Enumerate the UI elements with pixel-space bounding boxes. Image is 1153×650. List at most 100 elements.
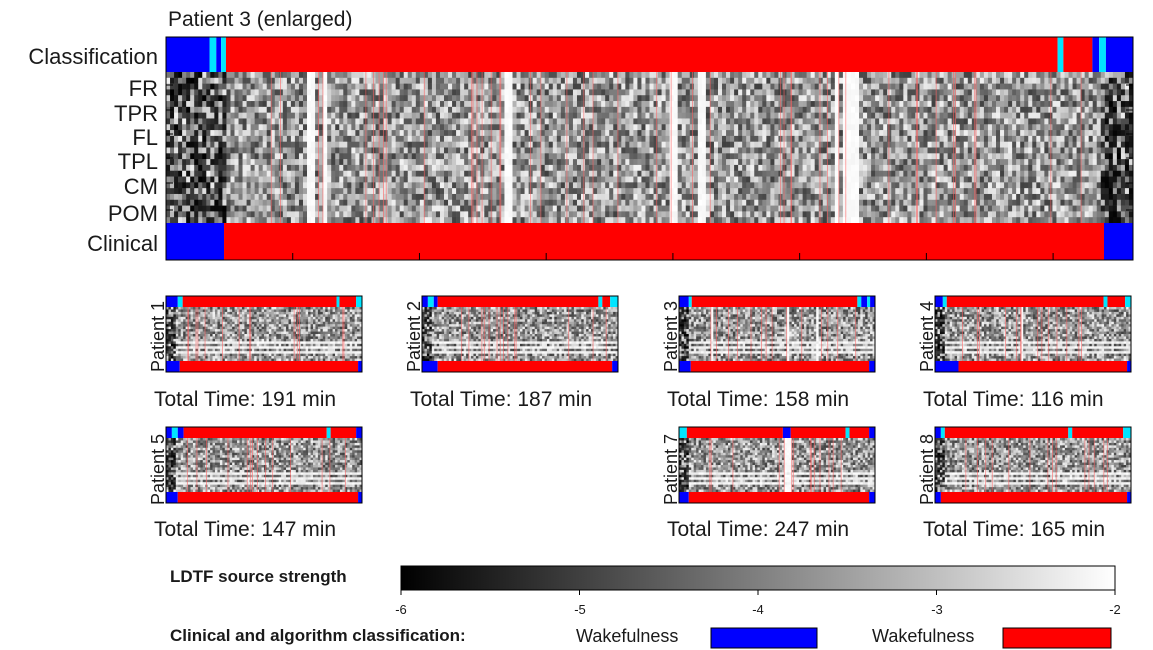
- heatmap-cell: [278, 147, 284, 154]
- heatmap-cell: [617, 199, 622, 206]
- heatmap-cell: [734, 72, 739, 79]
- heatmap-cell: [572, 170, 578, 177]
- heatmap-cell: [415, 106, 421, 113]
- heatmap-cell: [605, 188, 610, 195]
- heatmap-cell: [476, 130, 481, 137]
- heatmap-cell: [701, 141, 707, 148]
- heatmap-cell: [653, 124, 658, 131]
- heatmap-cell: [701, 205, 707, 212]
- heatmap-cell: [335, 159, 340, 166]
- heatmap-cell: [581, 89, 586, 96]
- heatmap-cell: [282, 176, 288, 183]
- heatmap-cell: [516, 112, 521, 119]
- heatmap-cell: [258, 130, 263, 137]
- heatmap-cell: [536, 101, 542, 108]
- heatmap-cell: [891, 153, 896, 160]
- heatmap-cell: [391, 83, 396, 90]
- heatmap-cell: [311, 147, 316, 154]
- heatmap-cell: [307, 199, 312, 206]
- heatmap-cell: [899, 95, 904, 102]
- heatmap-cell: [339, 141, 344, 148]
- heatmap-cell: [879, 217, 884, 224]
- heatmap-cell: [891, 95, 896, 102]
- heatmap-cell: [794, 188, 799, 195]
- heatmap-cell: [460, 89, 465, 96]
- heatmap-cell: [198, 72, 203, 79]
- heatmap-cell: [713, 118, 719, 125]
- heatmap-cell: [826, 106, 832, 113]
- heatmap-cell: [669, 101, 674, 108]
- heatmap-cell: [282, 182, 288, 189]
- heatmap-cell: [182, 217, 187, 224]
- heatmap-cell: [331, 118, 336, 125]
- heatmap-cell: [407, 83, 413, 90]
- heatmap-cell: [790, 83, 795, 90]
- heatmap-cell: [935, 89, 940, 96]
- heatmap-cell: [911, 95, 916, 102]
- heatmap-cell: [202, 211, 207, 218]
- heatmap-cell: [250, 83, 255, 90]
- heatmap-cell: [198, 170, 203, 177]
- heatmap-cell: [512, 176, 517, 183]
- heatmap-cell: [512, 205, 517, 212]
- heatmap-cell: [818, 77, 824, 84]
- heatmap-cell: [379, 164, 384, 172]
- heatmap-cell: [923, 130, 928, 137]
- heatmap-cell: [754, 112, 759, 119]
- heatmap-cell: [468, 193, 473, 201]
- heatmap-cell: [754, 124, 759, 131]
- heatmap-cell: [246, 141, 251, 148]
- heatmap-cell: [548, 147, 554, 154]
- heatmap-cell: [677, 170, 683, 177]
- heatmap-cell: [649, 141, 654, 148]
- heatmap-cell: [294, 95, 300, 102]
- heatmap-cell: [431, 176, 437, 183]
- heatmap-cell: [576, 77, 582, 84]
- heatmap-cell: [536, 153, 542, 160]
- heatmap-cell: [689, 176, 695, 183]
- heatmap-cell: [387, 176, 392, 183]
- heatmap-cell: [850, 77, 856, 84]
- heatmap-cell: [919, 176, 924, 183]
- heatmap-cell: [935, 135, 940, 142]
- heatmap-cell: [335, 176, 340, 183]
- heatmap-cell: [846, 199, 852, 206]
- heatmap-cell: [194, 193, 199, 201]
- heatmap-cell: [178, 72, 183, 79]
- heatmap-cell: [427, 135, 433, 142]
- heatmap-cell: [238, 188, 243, 195]
- heatmap-cell: [294, 83, 300, 90]
- heatmap-cell: [355, 118, 360, 125]
- heatmap-cell: [798, 106, 803, 113]
- heatmap-cell: [826, 141, 832, 148]
- heatmap-cell: [234, 72, 239, 79]
- heatmap-cell: [786, 188, 791, 195]
- heatmap-cell: [532, 101, 537, 108]
- heatmap-cell: [274, 83, 280, 90]
- heatmap-cell: [516, 193, 521, 201]
- heatmap-cell: [452, 182, 457, 189]
- heatmap-cell: [323, 101, 328, 108]
- heatmap-cell: [335, 199, 340, 206]
- heatmap-cell: [923, 118, 928, 125]
- heatmap-cell: [613, 124, 618, 131]
- heatmap-cell: [713, 112, 719, 119]
- heatmap-cell: [605, 95, 610, 102]
- heatmap-cell: [270, 118, 276, 125]
- heatmap-cell: [484, 188, 489, 195]
- heatmap-cell: [290, 118, 296, 125]
- heatmap-cell: [540, 153, 546, 160]
- heatmap-cell: [254, 89, 259, 96]
- heatmap-cell: [871, 72, 876, 79]
- heatmap-cell: [395, 153, 400, 160]
- heatmap-cell: [315, 205, 320, 212]
- heatmap-cell: [931, 159, 936, 166]
- heatmap-cell: [552, 141, 558, 148]
- heatmap-cell: [919, 101, 924, 108]
- heatmap-cell: [166, 147, 171, 154]
- heatmap-cell: [343, 199, 348, 206]
- heatmap-cell: [798, 95, 803, 102]
- heatmap-cell: [871, 159, 876, 166]
- heatmap-cell: [589, 170, 594, 177]
- heatmap-cell: [194, 77, 199, 84]
